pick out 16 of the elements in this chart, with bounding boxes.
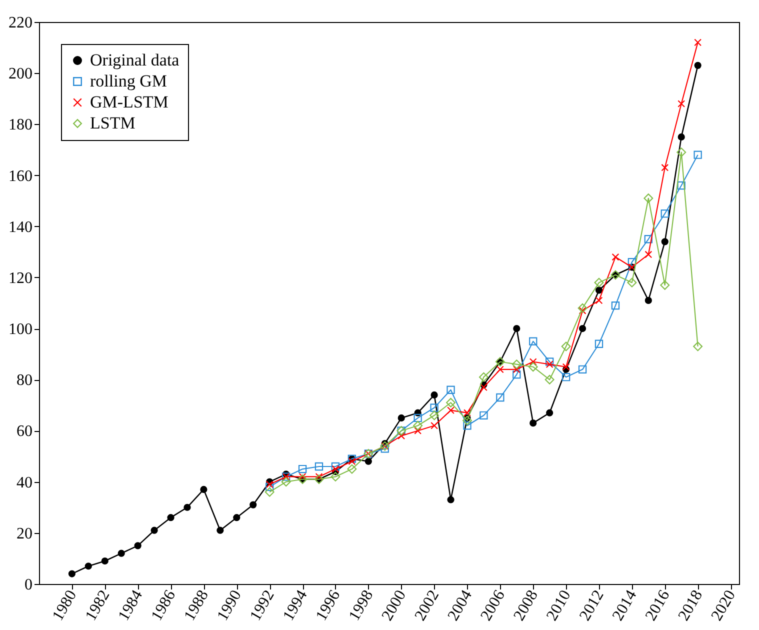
y-tick-label: 100 [8,321,32,338]
y-tick-label: 20 [16,525,32,542]
y-tick-label: 0 [24,576,32,594]
y-tick-label: 180 [8,116,32,134]
y-tick-label: 220 [8,14,32,32]
y-tick-label: 160 [8,168,32,185]
y-tick-label: 40 [16,474,32,492]
y-tick-label: 80 [16,372,32,390]
legend-label: LSTM [90,114,136,132]
legend-label: rolling GM [90,72,167,90]
legend-label: GM-LSTM [90,92,168,112]
y-tick-label: 120 [8,270,32,287]
legend-label: Original data [90,50,180,70]
y-tick-label: 200 [8,66,32,83]
y-tick-label: 60 [16,423,32,440]
y-tick-label: 140 [8,218,32,236]
